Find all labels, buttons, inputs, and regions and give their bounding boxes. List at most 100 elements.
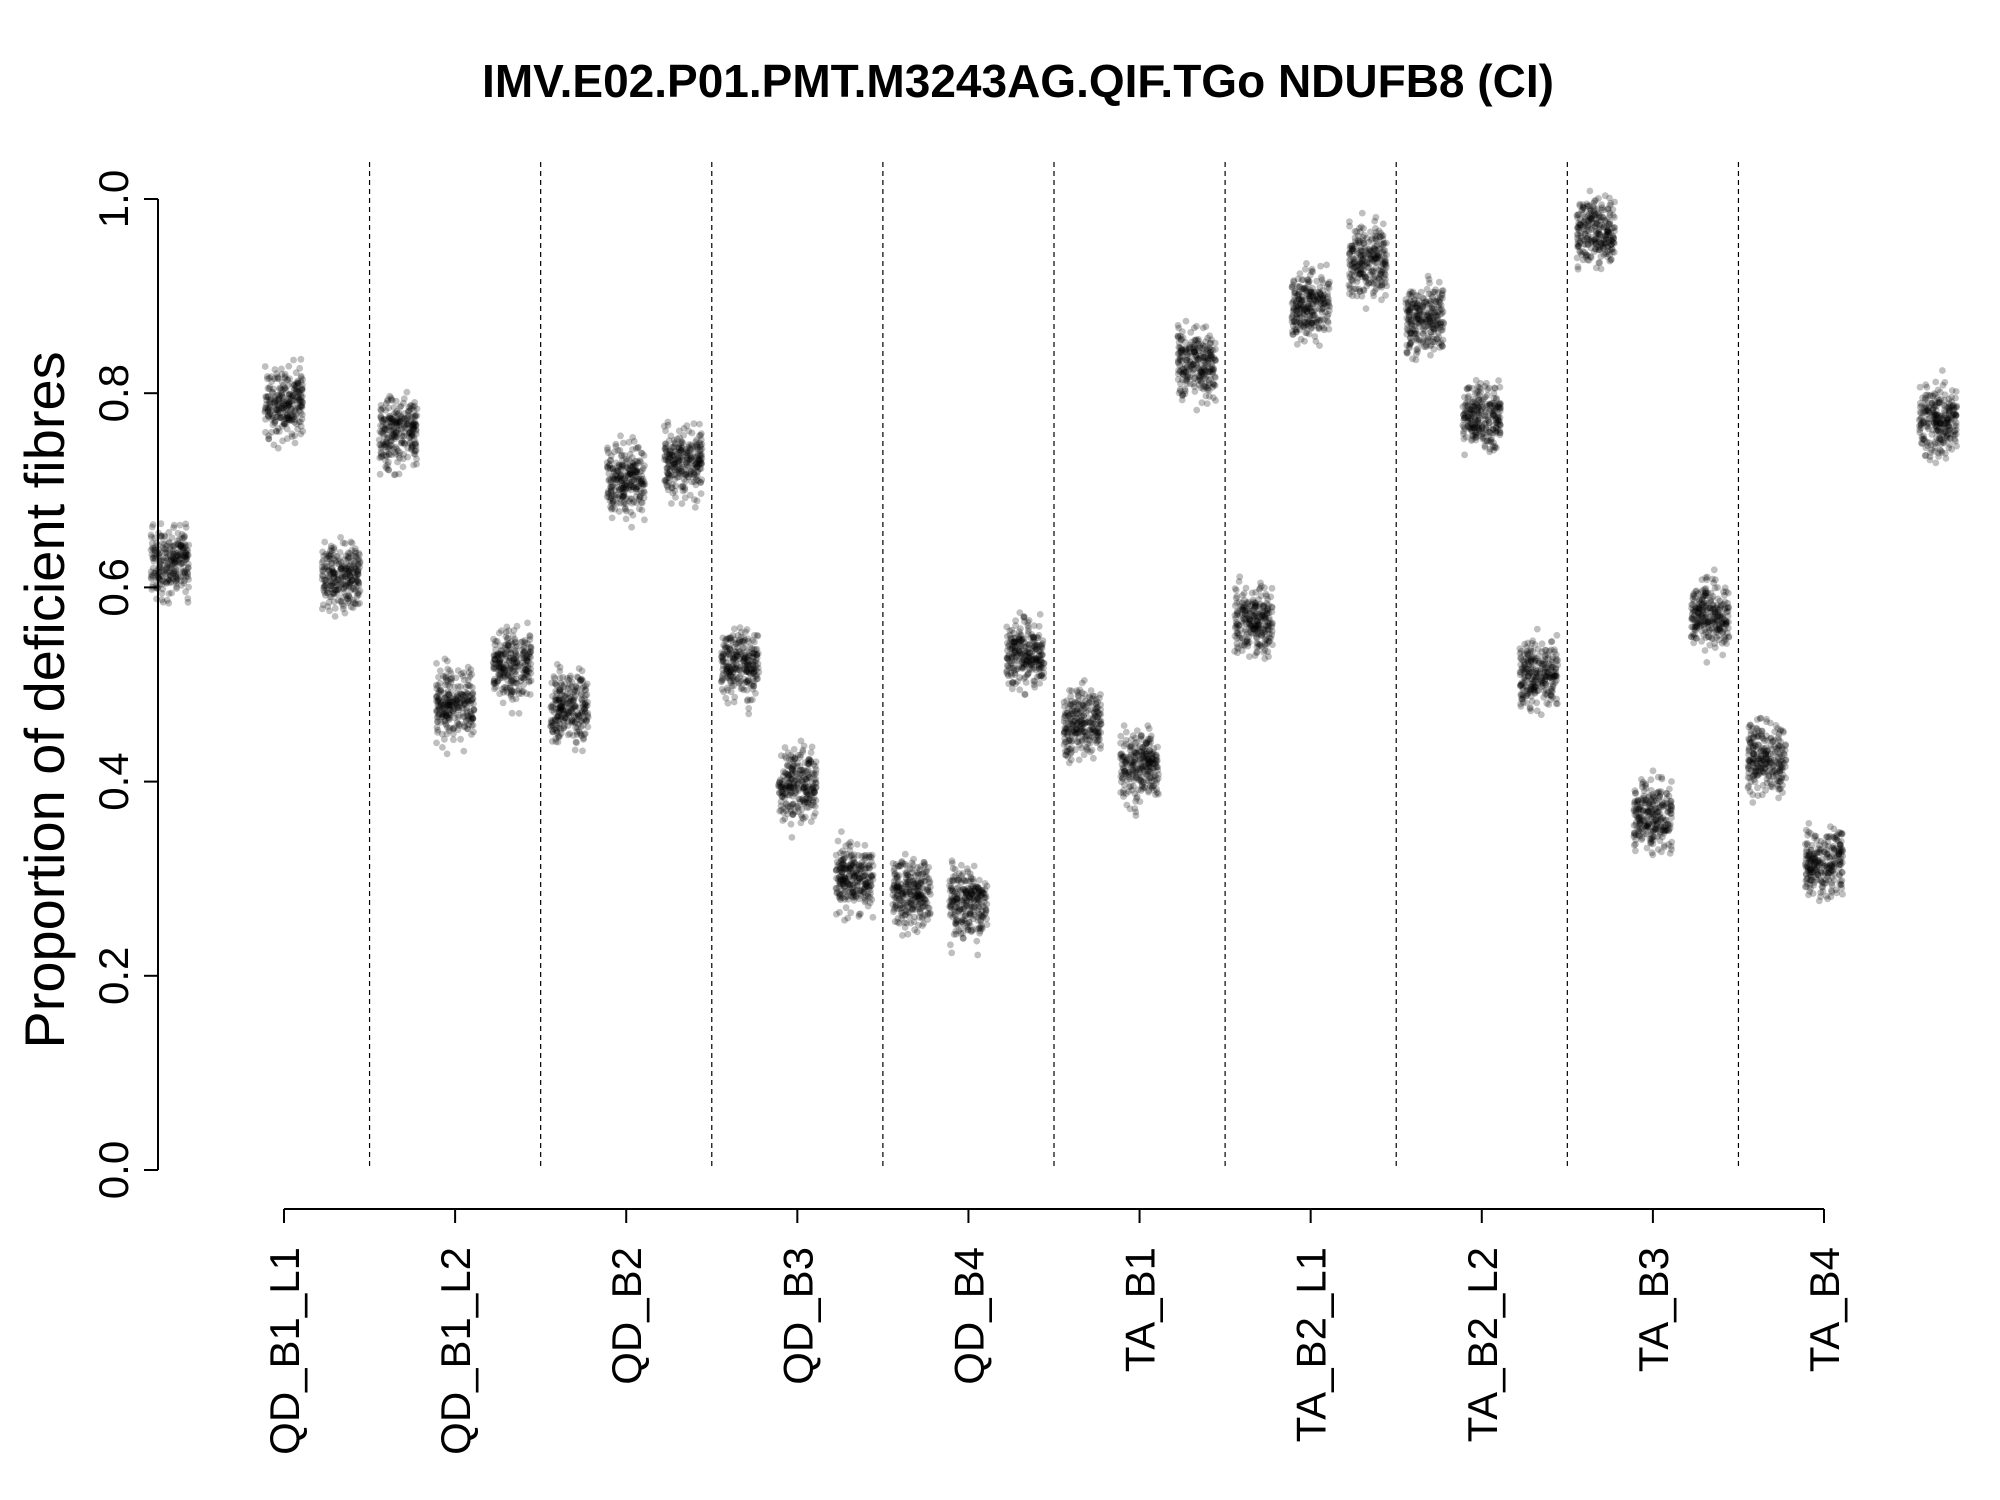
data-point — [291, 416, 299, 423]
point-cluster — [774, 737, 820, 841]
data-point — [345, 582, 353, 590]
data-point — [292, 383, 300, 391]
data-point — [946, 911, 954, 919]
data-point — [264, 407, 272, 415]
data-point — [274, 410, 282, 417]
data-point — [753, 632, 761, 639]
data-point — [285, 398, 292, 405]
data-point — [410, 424, 418, 431]
data-point — [1241, 615, 1249, 623]
data-point — [800, 800, 808, 808]
data-point — [462, 719, 469, 727]
data-point — [298, 398, 306, 406]
data-point — [161, 578, 169, 586]
data-point — [503, 623, 511, 631]
data-point — [466, 673, 474, 680]
data-point — [951, 865, 959, 873]
data-point — [341, 609, 349, 617]
data-point — [334, 586, 342, 593]
data-point — [276, 392, 284, 400]
data-point — [1090, 754, 1097, 762]
data-point — [948, 949, 956, 957]
cluster-group-QD_B4 — [832, 677, 1105, 959]
data-point — [342, 552, 350, 560]
data-point — [328, 565, 336, 573]
data-point — [322, 576, 330, 584]
data-point — [436, 667, 444, 675]
data-point — [467, 708, 474, 716]
data-point — [459, 691, 467, 699]
data-point — [463, 695, 471, 703]
data-point — [392, 397, 400, 405]
data-point — [688, 429, 696, 437]
data-point — [675, 427, 683, 435]
data-point — [524, 648, 532, 656]
data-point — [902, 891, 910, 899]
data-point — [625, 456, 633, 464]
data-point — [355, 579, 363, 587]
data-point — [439, 744, 446, 751]
data-point — [791, 769, 799, 776]
data-point — [330, 555, 337, 562]
data-point — [433, 693, 440, 700]
data-point — [849, 870, 857, 878]
data-point — [330, 598, 338, 606]
data-point — [380, 432, 388, 440]
data-point — [436, 679, 444, 687]
data-point — [961, 904, 968, 911]
data-point — [608, 514, 616, 522]
data-point — [1003, 623, 1011, 631]
data-point — [159, 539, 167, 547]
point-cluster — [318, 534, 364, 620]
data-point — [955, 875, 963, 882]
data-point — [1097, 745, 1104, 752]
data-point — [275, 428, 283, 435]
data-point — [698, 476, 706, 484]
data-point — [390, 471, 398, 479]
data-point — [1091, 736, 1099, 744]
data-point — [395, 470, 403, 478]
data-point — [354, 561, 362, 569]
data-point — [1249, 623, 1256, 630]
data-point — [160, 540, 168, 548]
data-point — [387, 438, 395, 445]
data-point — [384, 431, 391, 439]
data-point — [558, 702, 566, 710]
data-point — [434, 707, 441, 714]
data-point — [270, 385, 277, 393]
data-point — [1070, 726, 1077, 734]
data-point — [285, 399, 292, 407]
data-point — [176, 552, 184, 560]
data-point — [155, 563, 163, 571]
data-point — [157, 532, 165, 539]
data-point — [321, 582, 328, 590]
data-point — [404, 420, 411, 428]
data-point — [1089, 719, 1097, 727]
data-point — [453, 692, 461, 700]
data-point — [329, 589, 337, 597]
data-point — [443, 701, 450, 709]
data-point — [181, 556, 189, 564]
data-point — [345, 562, 352, 570]
data-point — [397, 412, 405, 420]
data-point — [278, 378, 286, 386]
data-point — [344, 581, 352, 588]
data-point — [382, 463, 389, 470]
data-point — [170, 547, 177, 555]
data-point — [337, 579, 345, 586]
data-point — [1193, 406, 1201, 414]
data-point — [152, 569, 159, 577]
data-point — [353, 570, 361, 578]
data-point — [333, 576, 341, 584]
data-point — [625, 438, 633, 446]
data-point — [278, 371, 286, 378]
data-point — [460, 696, 467, 704]
data-point — [158, 533, 165, 540]
data-point — [451, 714, 458, 722]
data-point — [404, 408, 412, 416]
data-point — [391, 448, 398, 456]
data-point — [561, 711, 568, 719]
data-point — [440, 689, 448, 697]
data-point — [280, 421, 288, 428]
data-point — [354, 570, 362, 578]
